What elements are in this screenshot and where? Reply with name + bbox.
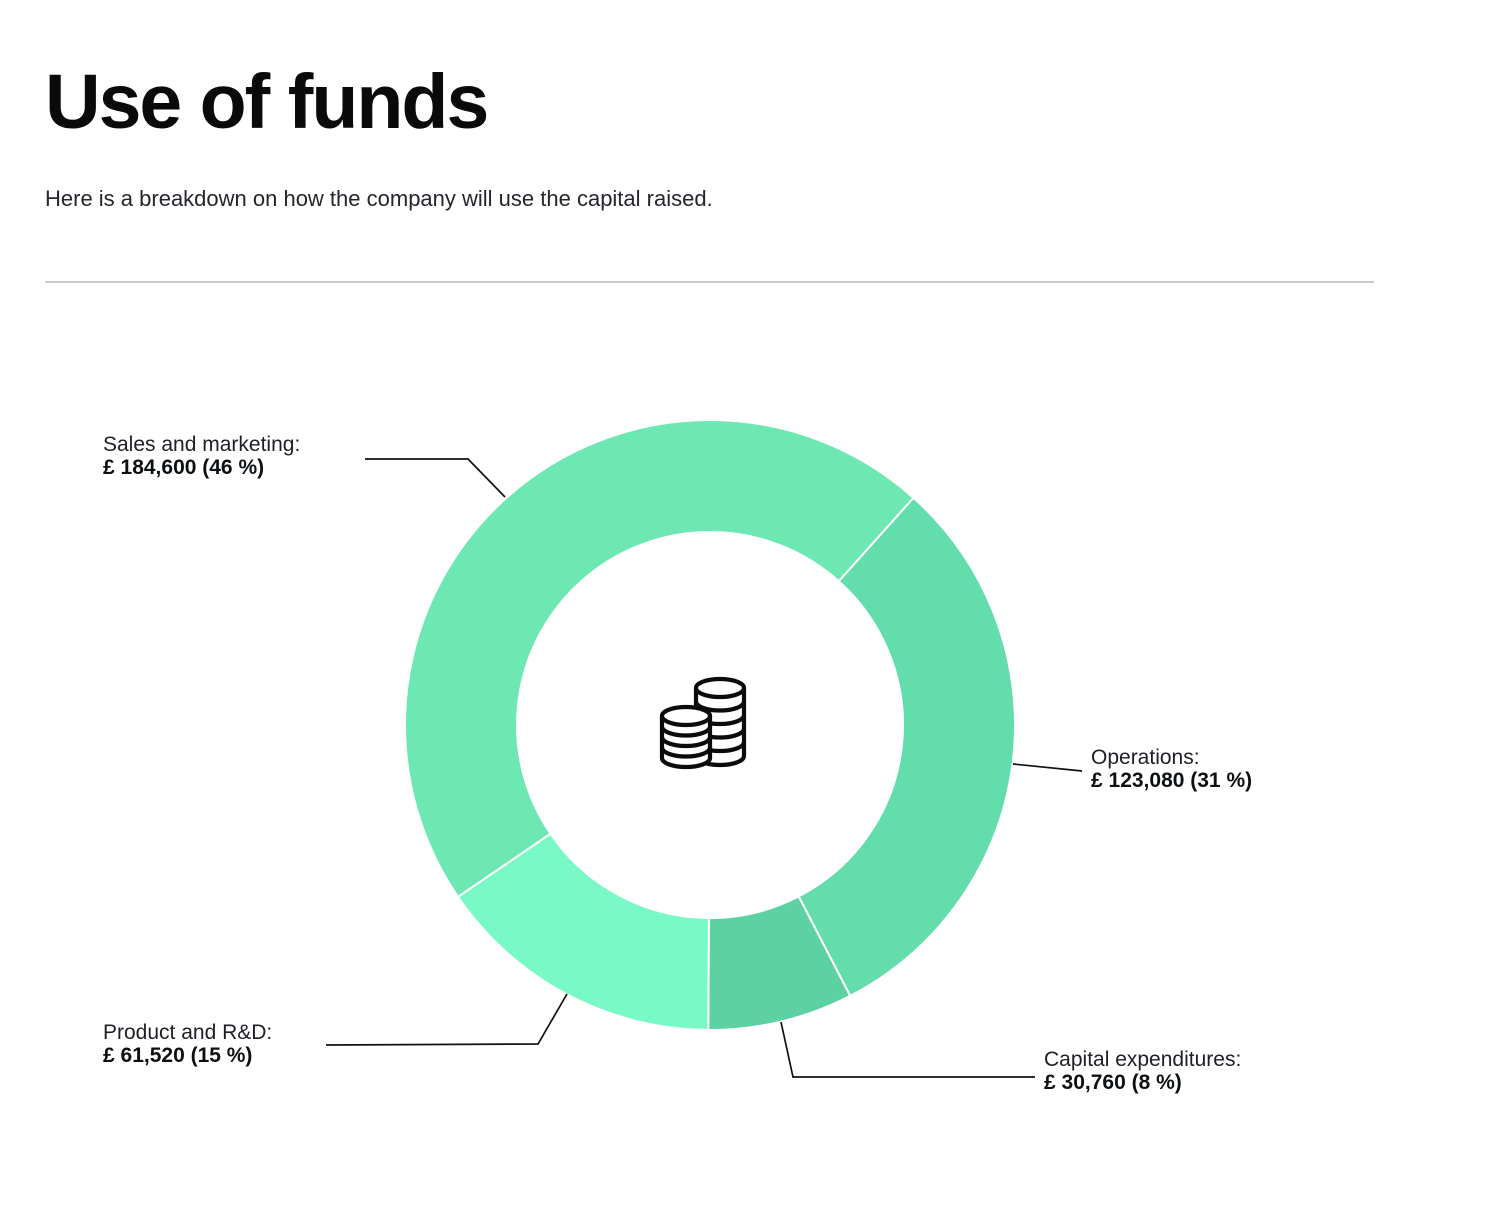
coins-icon — [652, 670, 762, 780]
slice-label-text: Product and R&D: — [103, 1021, 273, 1044]
slice-label-amount: £ 61,520 (15 %) — [103, 1044, 253, 1067]
slice-label-amount: £ 123,080 (31 %) — [1091, 769, 1253, 792]
slice-label-text: Sales and marketing: — [103, 433, 301, 456]
donut-slice-sales-and-marketing[interactable] — [404, 419, 915, 898]
connector-line-operations — [1012, 763, 1083, 772]
page-title: Use of funds — [45, 59, 489, 145]
donut-slice-operations[interactable] — [797, 496, 1016, 997]
page-subtitle: Here is a breakdown on how the company w… — [45, 186, 713, 211]
slice-label-sales-and-marketing: Sales and marketing: £ 184,600 (46 %) — [103, 433, 300, 479]
section-divider — [45, 281, 1374, 283]
slice-label-operations: Operations: £ 123,080 (31 %) — [1091, 746, 1252, 792]
slice-label-capital-expenditures: Capital expenditures: £ 30,760 (8 %) — [1044, 1048, 1241, 1094]
slice-label-amount: £ 184,600 (46 %) — [103, 456, 265, 479]
slice-label-text: Capital expenditures: — [1044, 1048, 1242, 1071]
connector-line-sales-and-marketing — [365, 458, 506, 498]
donut-slice-product-and-rd[interactable] — [457, 832, 710, 1031]
connector-line-product-and-rd — [325, 993, 568, 1046]
slice-label-amount: £ 30,760 (8 %) — [1044, 1071, 1182, 1094]
connector-line-capital-expenditures — [780, 1021, 1035, 1078]
slice-label-product-and-rd: Product and R&D: £ 61,520 (15 %) — [103, 1021, 272, 1067]
slice-label-text: Operations: — [1091, 746, 1200, 769]
